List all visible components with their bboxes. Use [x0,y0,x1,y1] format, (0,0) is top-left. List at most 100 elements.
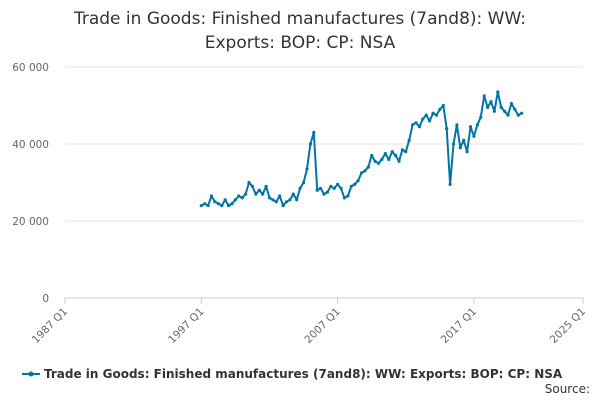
data-point[interactable] [349,184,353,188]
data-point[interactable] [520,111,524,115]
data-point[interactable] [284,200,289,204]
data-point[interactable] [230,202,234,206]
data-point[interactable] [353,182,357,186]
data-point[interactable] [339,186,343,190]
data-point[interactable] [486,105,490,109]
data-point[interactable] [387,157,391,161]
data-point[interactable] [359,171,364,175]
data-point[interactable] [516,113,520,117]
data-point[interactable] [305,167,309,171]
data-point[interactable] [223,198,227,202]
data-point[interactable] [462,138,466,142]
data-point[interactable] [370,153,374,158]
data-point[interactable] [506,113,510,117]
data-point[interactable] [472,134,476,138]
data-point[interactable] [298,186,302,190]
data-point[interactable] [250,184,254,188]
data-point[interactable] [380,157,384,161]
data-point[interactable] [496,90,500,94]
data-point[interactable] [366,165,370,169]
data-point[interactable] [394,153,398,158]
data-point[interactable] [227,204,231,208]
data-point[interactable] [302,180,306,185]
data-point[interactable] [479,115,483,119]
data-point[interactable] [421,117,425,121]
data-point[interactable] [513,107,517,111]
data-point[interactable] [373,159,377,163]
data-point[interactable] [261,192,265,196]
data-point[interactable] [312,130,316,134]
data-point[interactable] [209,194,214,198]
data-point[interactable] [342,196,346,200]
data-point[interactable] [322,192,326,196]
data-point[interactable] [244,192,248,196]
data-point[interactable] [267,196,272,200]
data-point[interactable] [308,142,312,146]
data-point[interactable] [434,113,439,117]
data-point[interactable] [356,179,360,183]
data-point[interactable] [414,121,418,125]
data-point[interactable] [332,186,336,190]
data-point[interactable] [257,188,261,192]
data-point[interactable] [271,198,275,202]
data-point[interactable] [482,94,486,98]
data-point[interactable] [220,204,224,208]
data-point[interactable] [431,111,435,115]
data-point[interactable] [315,188,319,192]
data-point[interactable] [404,150,408,154]
data-point[interactable] [237,194,241,198]
data-point[interactable] [465,150,469,154]
data-point[interactable] [407,138,411,142]
data-point[interactable] [233,198,237,202]
data-point[interactable] [325,190,329,194]
data-point[interactable] [428,119,432,123]
data-point[interactable] [489,100,493,104]
legend[interactable]: Trade in Goods: Finished manufactures (7… [22,367,563,381]
data-point[interactable] [390,150,394,154]
data-point[interactable] [281,204,285,208]
data-point[interactable] [492,109,496,113]
data-point[interactable] [468,125,473,129]
data-point[interactable] [199,204,203,208]
data-point[interactable] [336,182,340,186]
data-point[interactable] [206,204,210,208]
data-point[interactable] [247,180,251,185]
data-point[interactable] [240,196,244,200]
data-point[interactable] [376,161,381,165]
data-point[interactable] [455,123,459,127]
data-point[interactable] [417,125,421,129]
data-point[interactable] [291,192,295,196]
data-point[interactable] [346,194,350,198]
data-point[interactable] [397,159,401,163]
data-point[interactable] [424,113,428,117]
data-point[interactable] [203,202,207,206]
x-tick-label: 1997 Q1 [166,306,206,346]
data-point[interactable] [400,148,404,152]
data-point[interactable] [319,186,323,190]
data-point[interactable] [441,103,445,108]
data-point[interactable] [216,202,220,206]
data-point[interactable] [509,102,513,106]
data-point[interactable] [458,146,462,150]
data-point[interactable] [503,109,507,113]
data-point[interactable] [264,184,268,188]
data-point[interactable] [451,142,456,146]
data-point[interactable] [383,152,387,156]
data-point[interactable] [329,184,333,188]
data-point[interactable] [499,105,503,109]
data-point[interactable] [288,198,292,202]
chart-title: Trade in Goods: Finished manufactures (7… [73,9,526,53]
data-point[interactable] [438,107,442,111]
data-point[interactable] [213,200,217,204]
data-point[interactable] [475,123,479,127]
data-point[interactable] [363,169,367,173]
data-point[interactable] [448,182,452,186]
data-point[interactable] [445,127,449,131]
data-point[interactable] [295,198,299,202]
data-point[interactable] [254,192,258,196]
legend-label[interactable]: Trade in Goods: Finished manufactures (7… [44,367,563,381]
data-point[interactable] [274,200,278,204]
y-tick-label: 20 000 [12,216,49,228]
data-point[interactable] [411,123,415,127]
data-point[interactable] [278,194,282,198]
